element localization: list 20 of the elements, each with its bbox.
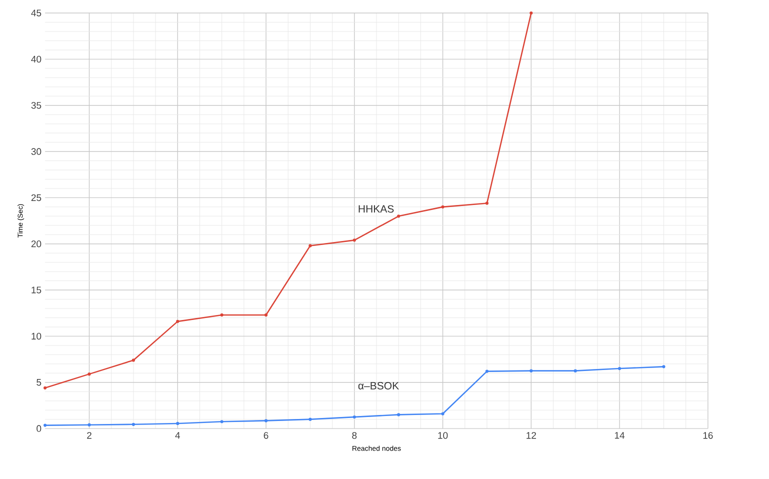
y-tick-label: 5	[36, 379, 42, 386]
y-tick-label: 15	[32, 286, 42, 294]
x-tick-label: 8	[352, 432, 357, 440]
y-tick-label: 0	[36, 425, 42, 432]
x-tick-label: 12	[526, 432, 536, 439]
y-tick-label: 35	[31, 102, 42, 109]
y-tick-label: 25	[31, 194, 42, 202]
y-tick-label: 20	[31, 240, 42, 248]
y-tick-label: 40	[31, 56, 42, 63]
x-tick-label: 10	[438, 432, 448, 440]
y-tick-label: 45	[31, 10, 42, 17]
x-tick-label: 6	[264, 432, 268, 440]
x-tick-label: 16	[703, 432, 713, 440]
x-tick-label: 14	[614, 432, 625, 439]
x-tick-label: 2	[87, 432, 92, 439]
y-tick-label: 10	[32, 333, 42, 340]
text: α–BSOK	[358, 382, 399, 390]
series-label: HHKAS	[358, 205, 394, 213]
x-tick-label: 4	[175, 432, 180, 439]
y-tick-label: 30	[31, 148, 42, 156]
